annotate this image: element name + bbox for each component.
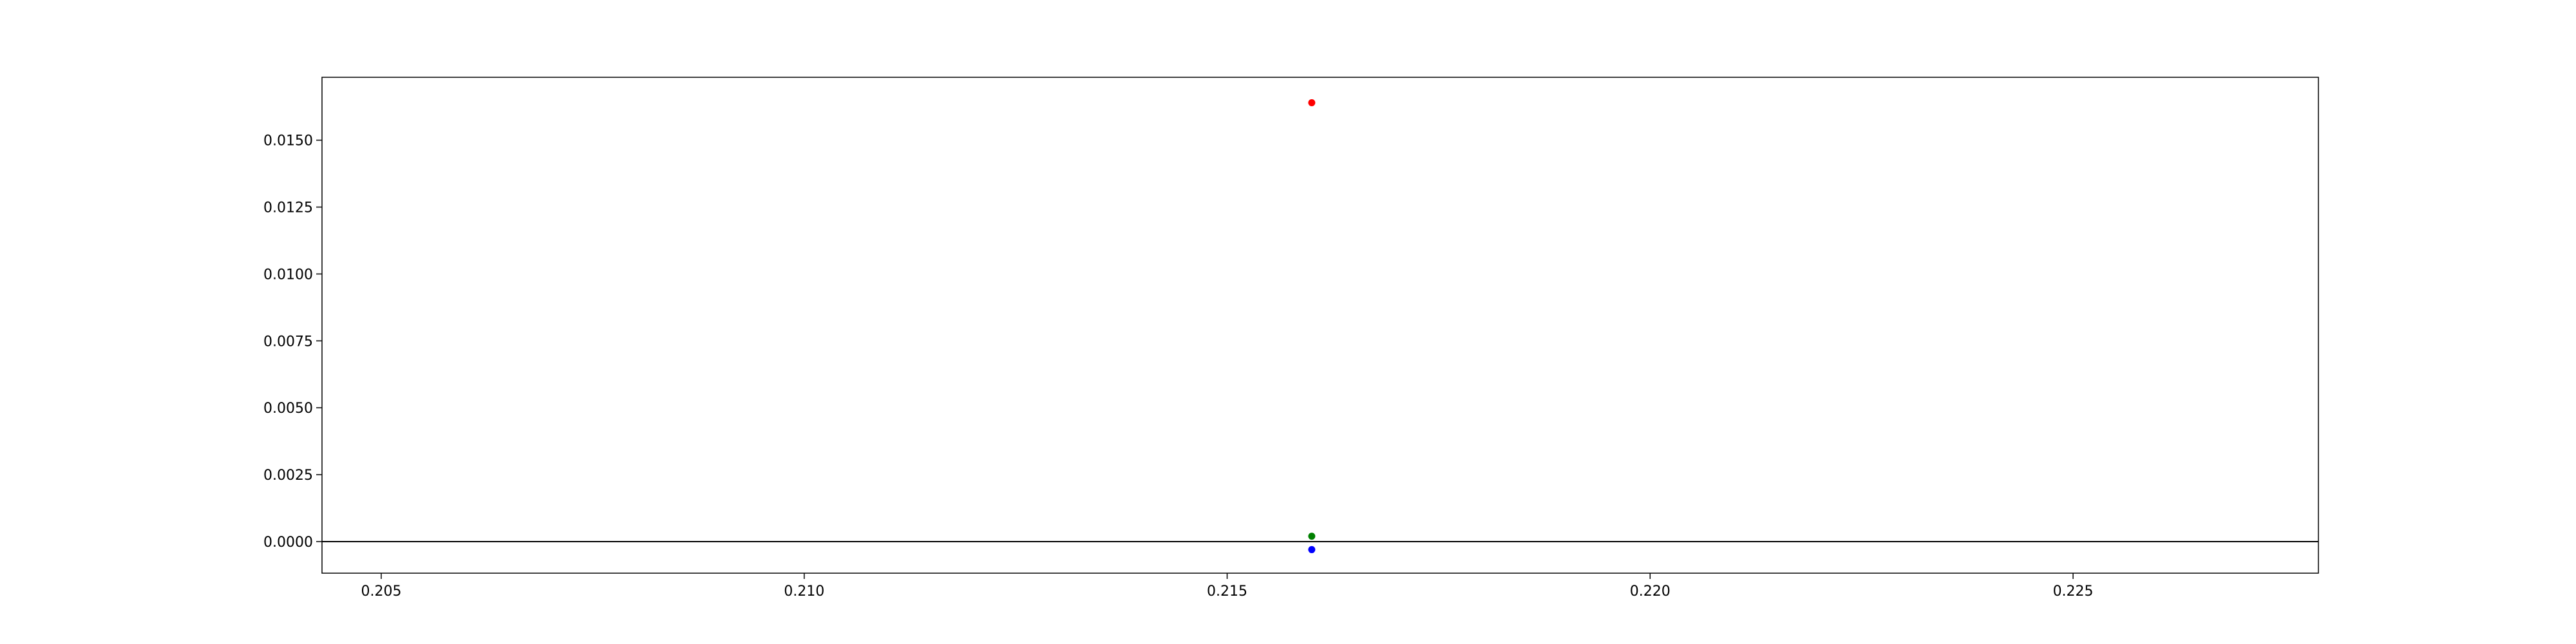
data-points — [1308, 99, 1316, 553]
x-tick-label: 0.215 — [1207, 583, 1247, 600]
data-point — [1308, 533, 1316, 540]
data-point — [1308, 545, 1316, 553]
axis-ticks: 0.205 0.210 0.215 0.220 0.225 0.0000 0.0025 0.0… — [263, 133, 2094, 600]
y-tick-label: 0.0125 — [263, 200, 313, 216]
y-tick-label: 0.0000 — [263, 535, 313, 551]
y-tick-label: 0.0075 — [263, 334, 313, 350]
y-tick-label: 0.0100 — [263, 267, 313, 283]
x-tick-label: 0.225 — [2053, 583, 2094, 600]
y-tick-label: 0.0025 — [263, 468, 313, 484]
y-tick-label: 0.0050 — [263, 401, 313, 417]
x-tick-label: 0.210 — [784, 583, 824, 600]
y-tick-label: 0.0150 — [263, 133, 313, 149]
x-tick-label: 0.220 — [1630, 583, 1671, 600]
data-point — [1308, 99, 1316, 106]
axes-frame — [321, 77, 2319, 574]
x-tick-label: 0.205 — [361, 583, 401, 600]
